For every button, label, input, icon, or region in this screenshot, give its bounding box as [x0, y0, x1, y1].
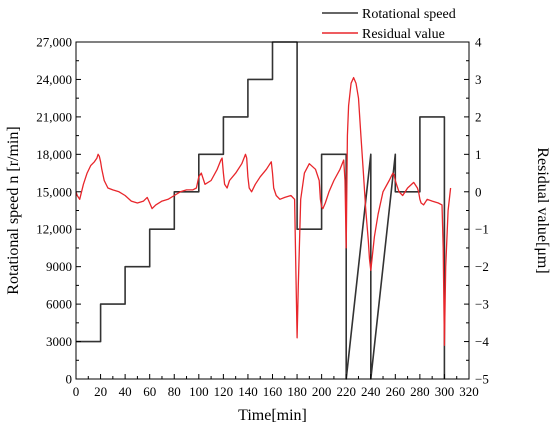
legend-label-rotational-speed: Rotational speed [362, 7, 456, 22]
x-tick-label: 80 [168, 384, 181, 399]
y-left-tick-label: 6000 [46, 297, 72, 312]
legend: Rotational speed Residual value [322, 7, 456, 42]
plot-frame [75, 41, 470, 380]
y-left-tick-label: 15,000 [36, 184, 72, 199]
y-left-axis-title: Rotational speed n [r/min] [5, 126, 22, 294]
y-left-tick-label: 3000 [46, 334, 72, 349]
x-tick-label: 60 [143, 384, 156, 399]
x-tick-label: 160 [263, 384, 283, 399]
y-left-tick-label: 21,000 [36, 109, 72, 124]
x-tick-label: 180 [287, 384, 307, 399]
y-right-tick-label: 2 [475, 109, 482, 124]
x-tick-label: 300 [435, 384, 455, 399]
x-tick-label: 20 [94, 384, 107, 399]
y-right-tick-label: −2 [475, 259, 489, 274]
x-tick-label: 240 [361, 384, 381, 399]
legend-label-residual-value: Residual value [362, 27, 445, 42]
y-right-tick-label: 3 [475, 72, 482, 87]
y-right-axis: −5 −4 −3 −2 −1 0 1 2 3 4 [464, 35, 489, 387]
y-left-tick-label: 12,000 [36, 222, 72, 237]
x-tick-label: 280 [410, 384, 430, 399]
y-right-tick-label: −3 [475, 297, 489, 312]
x-tick-label: 0 [73, 384, 80, 399]
x-tick-label: 220 [336, 384, 356, 399]
x-tick-label: 320 [459, 384, 479, 399]
plot-lines [75, 41, 452, 380]
series-line-residual-value [75, 76, 452, 346]
y-right-axis-title: Residual value[μm] [534, 147, 550, 273]
y-left-axis: 0 3000 6000 9000 12,000 15,000 18,000 21,000 24,… [36, 35, 81, 387]
series-line-rotational-speed [76, 41, 446, 380]
x-tick-label: 200 [312, 384, 332, 399]
x-tick-label: 140 [238, 384, 258, 399]
y-left-tick-label: 18,000 [36, 147, 72, 162]
y-left-tick-label: 0 [66, 372, 73, 387]
x-tick-label: 100 [189, 384, 209, 399]
y-right-tick-label: −4 [475, 334, 489, 349]
x-axis: 0 20 40 60 80 100 120 140 160 180 200 220 240 260 280 3… [73, 374, 479, 399]
x-tick-label: 120 [214, 384, 234, 399]
x-axis-title: Time[min] [238, 407, 307, 424]
y-right-tick-label: 4 [475, 35, 482, 50]
y-left-tick-label: 9000 [46, 259, 72, 274]
y-right-tick-label: 0 [475, 184, 482, 199]
x-tick-label: 40 [119, 384, 132, 399]
y-right-tick-label: −1 [475, 222, 489, 237]
y-right-tick-label: 1 [475, 147, 482, 162]
y-left-tick-label: 27,000 [36, 35, 72, 50]
y-left-tick-label: 24,000 [36, 72, 72, 87]
x-tick-label: 260 [386, 384, 406, 399]
y-right-tick-label: −5 [475, 372, 489, 387]
